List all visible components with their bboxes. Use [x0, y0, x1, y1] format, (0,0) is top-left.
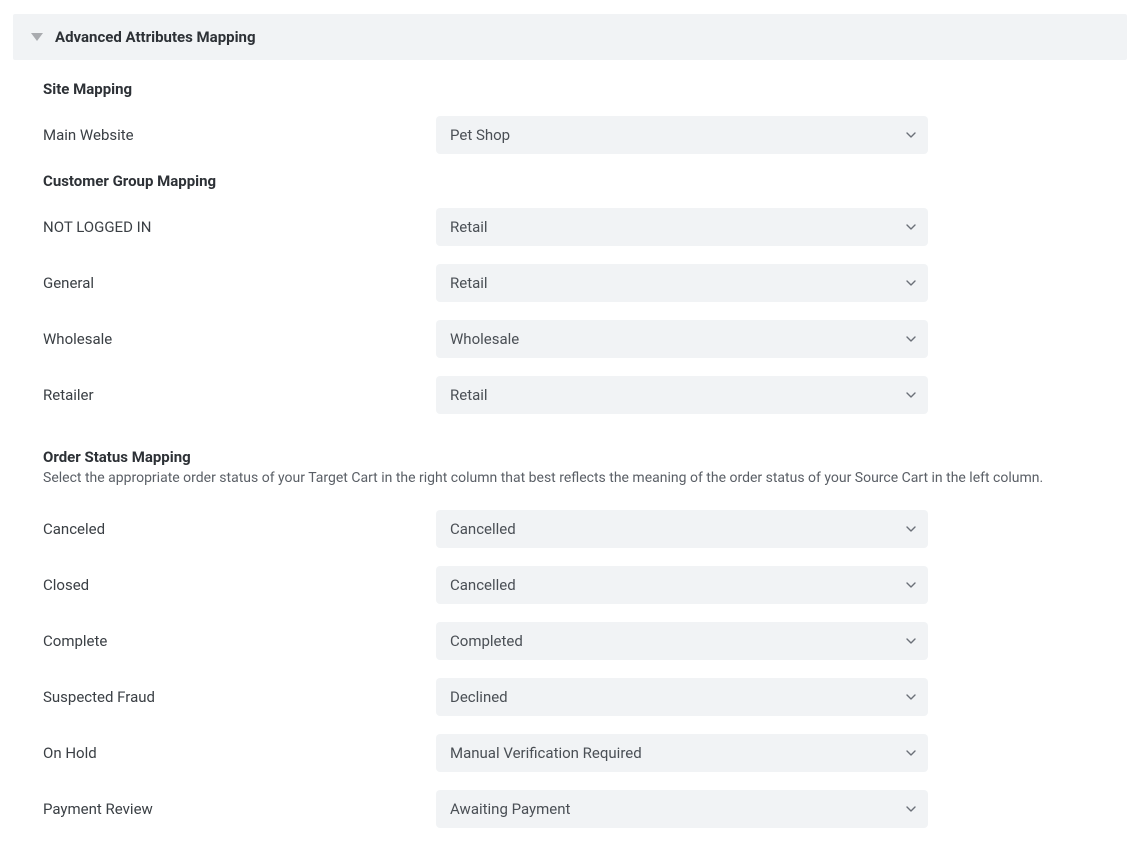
customer-group-mapping-heading: Customer Group Mapping: [43, 172, 1097, 190]
form-row-canceled: Canceled Cancelled: [43, 510, 1097, 548]
collapse-triangle-icon: [31, 33, 43, 41]
select-value: Completed: [436, 622, 928, 660]
select-on-hold[interactable]: Manual Verification Required: [436, 734, 928, 772]
form-row-wholesale: Wholesale Wholesale: [43, 320, 1097, 358]
label-retailer: Retailer: [43, 386, 436, 404]
label-canceled: Canceled: [43, 520, 436, 538]
panel-body: Site Mapping Main Website Pet Shop Custo…: [13, 60, 1127, 828]
label-closed: Closed: [43, 576, 436, 594]
select-value: Awaiting Payment: [436, 790, 928, 828]
label-suspected-fraud: Suspected Fraud: [43, 688, 436, 706]
select-value: Wholesale: [436, 320, 928, 358]
select-value: Cancelled: [436, 510, 928, 548]
label-complete: Complete: [43, 632, 436, 650]
select-value: Manual Verification Required: [436, 734, 928, 772]
select-main-website[interactable]: Pet Shop: [436, 116, 928, 154]
panel-header[interactable]: Advanced Attributes Mapping: [13, 14, 1127, 60]
form-row-payment-review: Payment Review Awaiting Payment: [43, 790, 1097, 828]
form-row-on-hold: On Hold Manual Verification Required: [43, 734, 1097, 772]
select-general[interactable]: Retail: [436, 264, 928, 302]
panel-title: Advanced Attributes Mapping: [55, 28, 256, 46]
form-row-closed: Closed Cancelled: [43, 566, 1097, 604]
label-not-logged-in: NOT LOGGED IN: [43, 218, 436, 236]
label-payment-review: Payment Review: [43, 800, 436, 818]
form-row-general: General Retail: [43, 264, 1097, 302]
select-canceled[interactable]: Cancelled: [436, 510, 928, 548]
label-general: General: [43, 274, 436, 292]
order-status-mapping-section: Order Status Mapping Select the appropri…: [43, 448, 1097, 828]
label-on-hold: On Hold: [43, 744, 436, 762]
select-value: Retail: [436, 264, 928, 302]
form-row-suspected-fraud: Suspected Fraud Declined: [43, 678, 1097, 716]
order-status-mapping-heading: Order Status Mapping: [43, 448, 1097, 466]
order-status-mapping-description: Select the appropriate order status of y…: [43, 468, 1097, 490]
form-row-not-logged-in: NOT LOGGED IN Retail: [43, 208, 1097, 246]
select-not-logged-in[interactable]: Retail: [436, 208, 928, 246]
select-value: Pet Shop: [436, 116, 928, 154]
label-main-website: Main Website: [43, 126, 436, 144]
site-mapping-heading: Site Mapping: [43, 80, 1097, 98]
select-value: Declined: [436, 678, 928, 716]
select-wholesale[interactable]: Wholesale: [436, 320, 928, 358]
select-value: Retail: [436, 376, 928, 414]
select-payment-review[interactable]: Awaiting Payment: [436, 790, 928, 828]
select-value: Cancelled: [436, 566, 928, 604]
select-suspected-fraud[interactable]: Declined: [436, 678, 928, 716]
select-retailer[interactable]: Retail: [436, 376, 928, 414]
select-value: Retail: [436, 208, 928, 246]
form-row-main-website: Main Website Pet Shop: [43, 116, 1097, 154]
label-wholesale: Wholesale: [43, 330, 436, 348]
settings-container: Advanced Attributes Mapping Site Mapping…: [0, 14, 1140, 828]
select-closed[interactable]: Cancelled: [436, 566, 928, 604]
select-complete[interactable]: Completed: [436, 622, 928, 660]
form-row-complete: Complete Completed: [43, 622, 1097, 660]
form-row-retailer: Retailer Retail: [43, 376, 1097, 414]
